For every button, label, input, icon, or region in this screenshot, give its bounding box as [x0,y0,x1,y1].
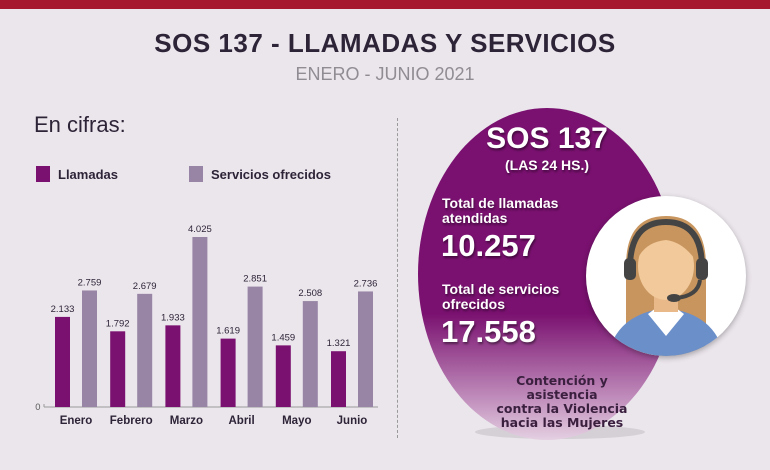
legend-llamadas: Llamadas [36,166,118,182]
divider [397,118,398,438]
section-label: En cifras: [34,112,126,137]
legend-servicios: Servicios ofrecidos [189,166,331,182]
data-label: 2.133 [51,304,75,315]
footnote-line: contra la Violencia [496,401,628,416]
data-label: 2.508 [298,288,322,299]
bar-servicios [137,293,153,407]
services-value: 17.558 [441,314,536,349]
x-tick-label: Enero [60,415,93,427]
panel-subtitle: (LAS 24 HS.) [504,157,589,173]
top-bar [0,0,770,9]
panel-title: SOS 137 [486,122,608,155]
bar-llamadas [110,331,126,407]
legend-label: Llamadas [58,166,118,182]
data-label: 1.933 [161,312,185,323]
bar-llamadas [275,345,291,407]
panel-footnote: Contención y asistencia contra la Violen… [482,374,642,430]
calls-value: 10.257 [441,228,536,263]
data-label: 2.679 [133,281,157,292]
bar-servicios [358,291,373,407]
calls-label-line: atendidas [442,210,508,226]
data-label: 1.619 [216,326,240,337]
legend-swatch [189,166,203,182]
call-center-operator-icon [586,196,746,356]
page-title: SOS 137 - LLAMADAS Y SERVICIOS [154,28,616,58]
bar-llamadas [165,325,181,407]
legend-label: Servicios ofrecidos [211,166,331,182]
legend-swatch [36,166,50,182]
bar-llamadas [331,351,346,407]
bar-llamadas [55,316,70,407]
bar-servicios [82,290,97,407]
services-label-line: Total de servicios [442,281,560,297]
data-label: 4.025 [188,224,212,235]
data-label: 2.759 [78,277,102,288]
x-tick-label: Mayo [282,415,311,427]
bar-servicios [302,301,318,407]
bar-servicios [247,286,263,407]
footnote-line: hacia las Mujeres [500,415,624,430]
page-subtitle: ENERO - JUNIO 2021 [295,64,475,84]
x-tick-label: Abril [228,415,254,427]
x-tick-label: Febrero [110,415,153,427]
calls-label: Total de llamadas atendidas [442,196,558,226]
x-tick-label: Marzo [170,415,203,427]
data-label: 2.851 [243,274,267,285]
services-label: Total de servicios ofrecidos [442,282,559,312]
data-label: 1.459 [271,332,295,343]
data-label: 1.792 [106,318,130,329]
calls-label-line: Total de llamadas [442,195,559,211]
bar-llamadas [220,338,236,407]
services-label-line: ofrecidos [442,296,506,312]
x-tick-label: Junio [337,415,368,427]
y-tick-label: 0 [35,403,41,413]
footnote-line: Contención y asistencia [516,373,608,402]
data-label: 2.736 [354,278,378,289]
bar-servicios [192,237,208,407]
bar-chart: 0 2.133 2.759 Enero 1.792 2.679 Febrero 1.933 4.… [35,224,378,427]
data-label: 1.321 [327,338,351,349]
